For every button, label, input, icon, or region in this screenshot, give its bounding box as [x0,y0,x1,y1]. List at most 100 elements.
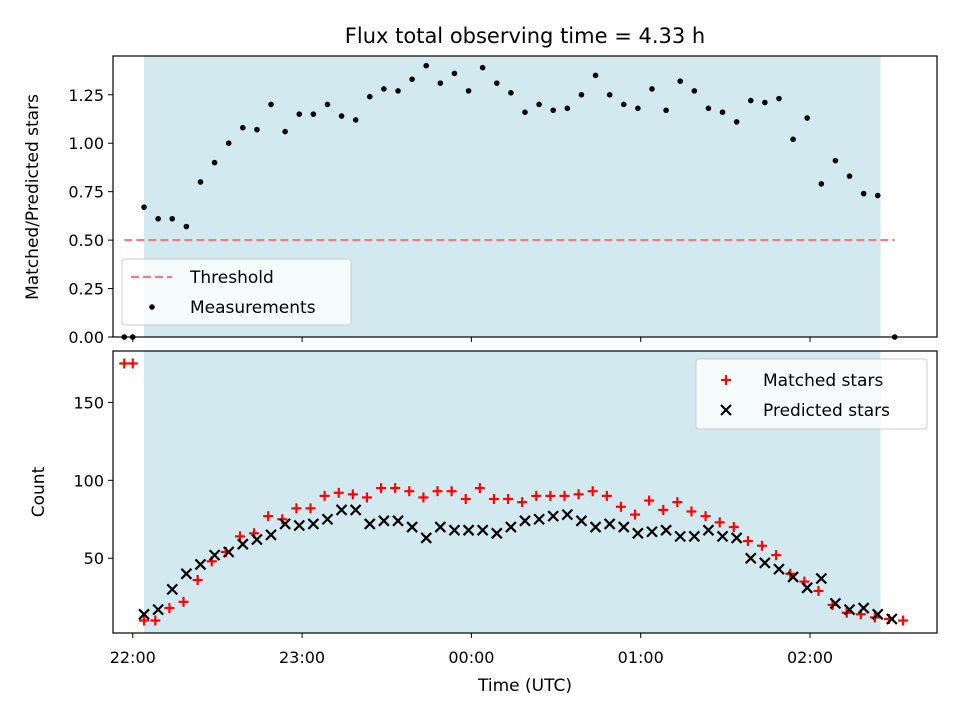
measurement-point [564,105,571,112]
predicted-star-point [180,568,193,580]
predicted-star-point [491,527,503,540]
legend-measurements-label: Measurements [190,298,316,318]
bottom-y-tick-label: 150 [73,393,104,412]
matched-star-point [404,486,415,497]
top-y-tick-label: 1.25 [68,86,104,105]
measurement-point [776,95,782,102]
measurement-point [635,105,641,112]
predicted-star-point [773,563,785,575]
bottom-y-axis-label: Count [29,466,49,517]
predicted-star-point [279,518,291,530]
predicted-star-point [857,602,870,614]
measurement-point [296,111,303,117]
predicted-star-point [533,513,545,526]
predicted-star-point [237,538,249,550]
matched-star-point [587,486,598,497]
predicted-star-point [505,521,517,533]
predicted-star-point [871,608,884,621]
predicted-star-point [378,515,390,527]
matched-star-point [460,494,471,505]
matched-star-point [898,615,909,626]
predicted-star-point [293,519,306,532]
matched-star-point [305,503,316,514]
measurement-point [620,101,627,108]
predicted-star-point [603,518,616,530]
measurement-point [254,126,260,133]
measurement-point [169,215,176,222]
predicted-star-point [660,524,672,536]
x-tick-label: 00:00 [448,648,494,667]
predicted-star-point [364,518,376,530]
measurement-point [762,99,768,106]
matched-star-point [139,615,150,626]
measurement-point [282,128,288,135]
measurement-point [437,80,444,86]
matched-star-point [291,503,302,514]
legend-predicted-swatch [720,404,732,416]
predicted-star-point [744,552,757,564]
predicted-star-point [265,529,277,541]
predicted-star-point [138,608,150,621]
matched-star-point [714,517,725,528]
matched-star-point [474,483,485,494]
measurement-point [409,76,415,83]
predicted-star-point [251,533,263,546]
bottom-plot-frame [112,350,938,634]
matched-star-point [742,536,753,547]
bottom-y-tick-label: 100 [73,471,104,490]
matched-star-point [347,489,358,500]
matched-star-point [263,511,274,522]
legend-predicted-label: Predicted stars [763,401,890,421]
top-y-tick-label: 0.25 [68,280,104,299]
x-tick-label: 23:00 [279,648,325,667]
measurement-point [733,119,740,125]
top-panel: 0.00 0.25 0.50 0.75 1.00 1.25 Flux total obse… [23,24,938,347]
matched-star-point [601,490,612,501]
predicted-star-point [335,504,348,516]
measurement-point [719,109,726,115]
predicted-star-point [730,532,743,544]
measurement-point [423,62,430,69]
measurement-point [225,140,232,147]
matched-star-point [127,358,138,369]
predicted-star-point [674,530,686,543]
measurement-point [155,215,161,222]
measurement-point [479,64,486,71]
matched-star-point [150,615,161,626]
bottom-y-axis: 50 100 150 [73,393,113,568]
matched-star-point [658,504,669,515]
matched-star-point [517,497,528,508]
legend-threshold-label: Threshold [189,268,274,288]
x-axis-label: Time (UTC) [477,676,572,696]
measurement-point [592,72,599,79]
matched-star-point [644,495,655,506]
top-y-axis-label: Matched/Predicted stars [23,94,43,300]
top-y-tick-label: 0.00 [68,328,104,347]
predicted-star-point [575,515,588,527]
measurement-point [663,107,669,114]
predicted-star-point [420,532,433,544]
matched-star-point [164,603,175,614]
predicted-star-point [843,603,856,616]
predicted-star-point [646,525,658,538]
matched-star-point [757,540,768,551]
bottom-panel: 50 100 150 22:00 23:00 00:00 01:00 02:00 Time … [29,350,938,696]
matched-star-point [813,585,824,596]
top-y-tick-label: 1.00 [68,134,104,153]
measurement-point [141,204,147,210]
matched-star-point [418,492,429,503]
bottom-plot-area [119,351,909,633]
x-tick-label: 22:00 [110,648,156,667]
matched-star-point [686,506,697,517]
measurement-point [508,90,514,96]
measurement-point [606,91,613,98]
predicted-star-point [406,521,418,533]
matched-star-point [119,358,130,369]
top-y-tick-label: 0.75 [68,183,104,202]
matched-star-point [615,501,626,512]
predicted-star-point [886,613,898,625]
measurement-point [381,86,387,92]
measurement-point [197,179,204,185]
measurement-point [493,80,500,86]
